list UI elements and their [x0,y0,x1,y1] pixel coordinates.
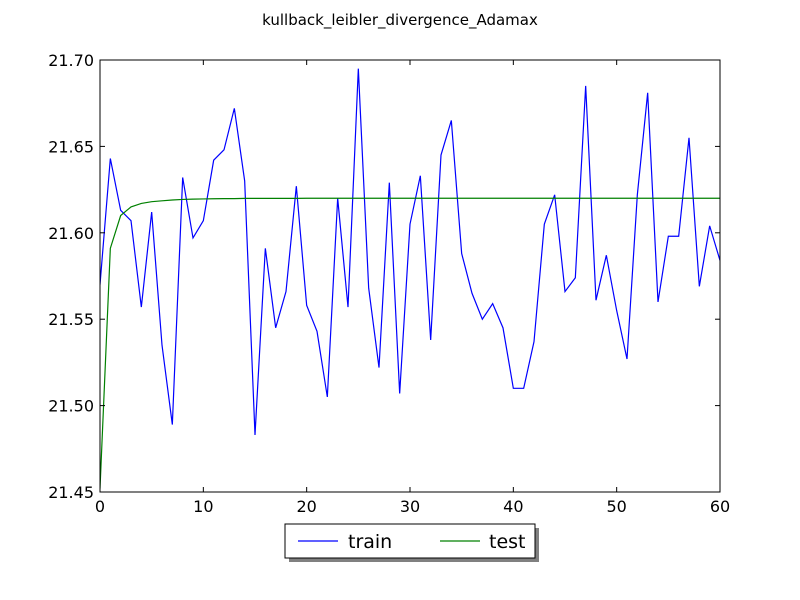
x-tick-label: 20 [296,497,316,516]
legend-label-train: train [348,531,392,553]
legend: train test [284,523,539,562]
y-tick-label: 21.50 [48,397,94,416]
x-tick-label: 40 [503,497,523,516]
x-tick-label: 0 [95,497,105,516]
x-tick-label: 30 [400,497,420,516]
x-tick-label: 50 [606,497,626,516]
y-axis: 21.45 21.50 21.55 21.60 21.65 21.70 [48,51,720,502]
legend-label-test: test [489,531,526,553]
x-tick-label: 60 [710,497,730,516]
y-tick-label: 21.45 [48,483,94,502]
y-tick-label: 21.70 [48,51,94,70]
series-line-train [100,68,720,436]
y-tick-label: 21.60 [48,224,94,243]
y-tick-label: 21.65 [48,137,94,156]
series-line-test [100,197,720,489]
x-axis: 0 10 20 30 40 50 60 [95,60,730,516]
plot-area: 0 10 20 30 40 50 60 21.4521.5021.5521.6021.652… [48,51,730,516]
x-tick-label: 10 [193,497,213,516]
chart-title: kullback_leibler_divergence_Adamax [262,11,538,30]
y-tick-label: 21.55 [48,310,94,329]
series-layer [100,68,720,489]
